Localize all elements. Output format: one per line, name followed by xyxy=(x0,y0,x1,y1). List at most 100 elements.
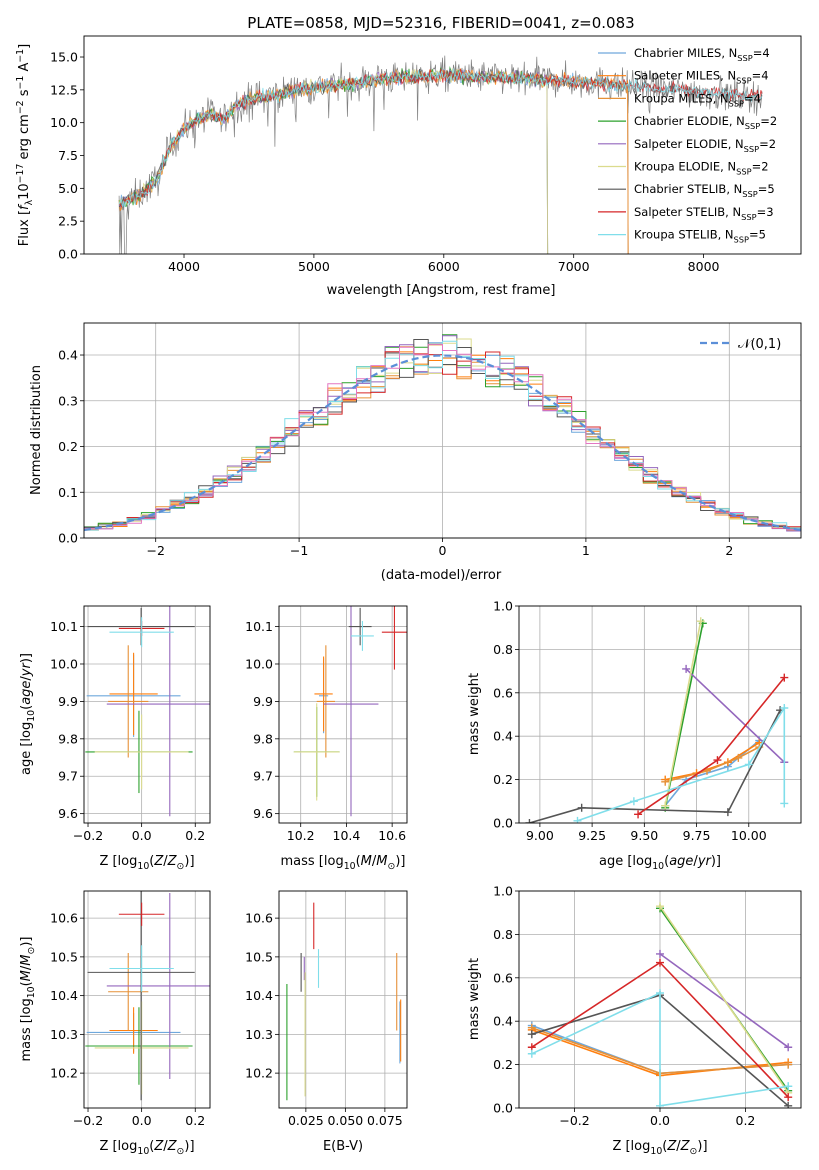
series-marker xyxy=(744,760,753,769)
y-tick-label: 9.7 xyxy=(253,769,273,784)
x-axis-label: (data-model)/error xyxy=(381,568,502,583)
x-tick-label: 10.00 xyxy=(731,828,767,843)
legend-entry: Chabrier ELODIE, NSSP=2 xyxy=(634,114,777,131)
series-marker xyxy=(780,799,789,808)
series-marker xyxy=(696,617,705,626)
weight_vs_Z-panel: −0.2 0.0 0.2 0.0 0.2 0.4 0.6 0.8 1.0 xyxy=(493,884,802,1129)
x-tick-label: 10.4 xyxy=(333,828,361,843)
x-tick-label: 1 xyxy=(582,543,590,558)
spectrum-model-line xyxy=(118,68,763,208)
series-marker xyxy=(661,777,670,786)
series-marker xyxy=(723,808,732,817)
x-tick-label: 0.075 xyxy=(367,1113,403,1128)
spectrum-panel: 4000 5000 6000 7000 8000 0.0 2.5 5.0 7.5 10.0 12.5… xyxy=(50,35,802,274)
y-axis-label: age [log10(age/yr)] xyxy=(19,653,37,775)
y-tick-label: 10.0 xyxy=(50,656,78,671)
plot-area xyxy=(84,334,801,532)
series-marker xyxy=(784,1093,793,1102)
legend-entry: Kroupa STELIB, NSSP=5 xyxy=(634,228,766,245)
age_vs_mass-panel: 10.2 10.4 10.6 9.6 9.7 9.8 9.9 10.0 10.1 xyxy=(245,605,408,843)
x-tick-label: 0.025 xyxy=(288,1113,324,1128)
series-line xyxy=(664,739,760,807)
x-tick-label: −0.2 xyxy=(559,1113,589,1128)
plot-area xyxy=(118,55,763,254)
axes-frame xyxy=(278,605,408,824)
series-line xyxy=(664,621,702,806)
y-axis-label: Normed distribution xyxy=(29,365,44,495)
y-axis-label: mass weight xyxy=(467,673,482,755)
legend-entry: Kroupa MILES, NSSP=4 xyxy=(634,91,761,108)
x-tick-label: 0.0 xyxy=(650,1113,670,1128)
ticks: 4000 5000 6000 7000 8000 0.0 2.5 5.0 7.5 10.0 12.5… xyxy=(50,50,719,274)
x-tick-label: −0.2 xyxy=(73,828,103,843)
x-tick-label: 2 xyxy=(725,543,733,558)
axes-frame xyxy=(278,890,408,1109)
spectrum-model-line xyxy=(118,68,763,208)
series-marker xyxy=(784,1043,793,1052)
x-tick-label: 6000 xyxy=(428,259,460,274)
y-tick-label: 9.9 xyxy=(58,694,78,709)
series-line xyxy=(685,668,785,763)
residuals-panel: −2 −1 0 1 2 0.0 0.1 0.2 0.3 0.4 xyxy=(58,322,802,558)
y-tick-label: 0.1 xyxy=(58,485,78,500)
spectrum-data-line xyxy=(118,55,763,254)
plot-area xyxy=(293,606,407,817)
y-axis-label: Flux [fλ10−17 erg cm−2 s−1 A−1] xyxy=(15,44,35,246)
ticks: −0.2 0.0 0.2 0.0 0.2 0.4 0.6 0.8 1.0 xyxy=(493,884,755,1129)
y-tick-label: 10.2 xyxy=(245,1066,273,1081)
y-tick-label: 10.3 xyxy=(245,1027,273,1042)
y-tick-label: 0.4 xyxy=(493,1014,513,1029)
ticks: −2 −1 0 1 2 0.0 0.1 0.2 0.3 0.4 xyxy=(58,348,733,558)
y-tick-label: 0.2 xyxy=(58,439,78,454)
y-tick-label: 5.0 xyxy=(58,181,78,196)
series-line xyxy=(531,991,789,1107)
series-marker xyxy=(784,1060,793,1069)
y-axis-label: mass weight xyxy=(467,958,482,1040)
y-tick-label: 0.2 xyxy=(493,1057,513,1072)
series-marker xyxy=(634,810,643,819)
y-tick-label: 10.2 xyxy=(50,1066,78,1081)
y-tick-label: 10.5 xyxy=(245,949,273,964)
x-axis-label: Z [log10(Z/Z⊙)] xyxy=(612,1139,707,1157)
x-axis-label: Z [log10(Z/Z⊙)] xyxy=(99,854,194,872)
grid xyxy=(84,606,210,823)
y-tick-label: 10.3 xyxy=(50,1027,78,1042)
series-marker xyxy=(527,1049,536,1058)
y-axis-label: mass [log10(M/M⊙)] xyxy=(19,937,37,1062)
series-marker xyxy=(577,803,586,812)
y-tick-label: 12.5 xyxy=(50,82,78,97)
y-tick-label: 9.9 xyxy=(253,694,273,709)
y-tick-label: 9.6 xyxy=(253,806,273,821)
series-marker xyxy=(656,902,664,911)
x-tick-label: 7000 xyxy=(558,259,590,274)
plot-area xyxy=(286,902,402,1101)
grid xyxy=(84,891,210,1108)
grid xyxy=(519,605,801,824)
y-tick-label: 0.8 xyxy=(493,642,513,657)
series-marker xyxy=(656,949,664,958)
plot-area xyxy=(527,902,793,1108)
x-axis-label: age [log10(age/yr)] xyxy=(599,854,721,872)
series-line xyxy=(659,905,789,1094)
series-marker xyxy=(734,753,743,762)
x-axis-label: Z [log10(Z/Z⊙)] xyxy=(99,1139,194,1157)
y-tick-label: 0.6 xyxy=(493,970,513,985)
x-tick-label: 9.50 xyxy=(630,828,658,843)
x-tick-label: 5000 xyxy=(298,259,330,274)
ticks: 9.00 9.25 9.50 9.75 10.00 0.0 0.2 0.4 0.6 0.8 1.0 xyxy=(493,599,767,844)
ticks: 0.025 0.050 0.075 10.2 10.3 10.4 10.5 10.6 xyxy=(245,911,403,1128)
legend-entry: 𝒩(0,1) xyxy=(738,337,781,352)
y-tick-label: 10.4 xyxy=(245,988,273,1003)
x-axis-label: wavelength [Angstrom, rest frame] xyxy=(327,283,556,298)
y-tick-label: 1.0 xyxy=(493,599,513,614)
x-tick-label: 4000 xyxy=(168,259,200,274)
y-tick-label: 10.5 xyxy=(50,949,78,964)
y-tick-label: 0.4 xyxy=(58,348,78,363)
series-line xyxy=(529,709,781,823)
x-tick-label: 0.0 xyxy=(132,828,152,843)
series-marker xyxy=(713,756,722,765)
age_vs_Z-panel: −0.2 0.0 0.2 9.6 9.7 9.8 9.9 10.0 10.1 xyxy=(50,605,211,843)
y-tick-label: 0.2 xyxy=(493,772,513,787)
series-line xyxy=(665,742,760,781)
